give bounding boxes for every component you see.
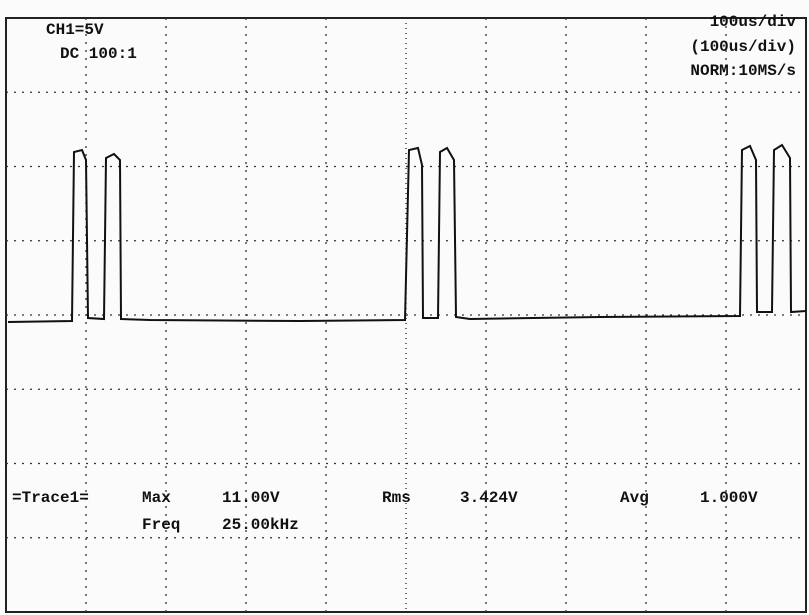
acquisition-mode: NORM:10MS/s	[690, 62, 796, 80]
max-label: Max	[142, 489, 171, 507]
trace-label: =Trace1=	[12, 489, 89, 507]
timebase-sub: (100us/div)	[690, 38, 796, 56]
timebase: 100us/div	[710, 13, 797, 31]
channel-scale: CH1=5V	[46, 21, 104, 39]
freq-value: 25.00kHz	[222, 516, 299, 534]
avg-label: Avg	[620, 489, 649, 507]
max-value: 11.00V	[222, 489, 280, 507]
rms-label: Rms	[382, 489, 411, 507]
probe-coupling: DC 100:1	[60, 45, 137, 63]
rms-value: 3.424V	[460, 489, 518, 507]
oscilloscope-screen: CH1=5V DC 100:1 100us/div (100us/div) NO…	[0, 0, 809, 615]
freq-label: Freq	[142, 516, 180, 534]
avg-value: 1.000V	[700, 489, 758, 507]
